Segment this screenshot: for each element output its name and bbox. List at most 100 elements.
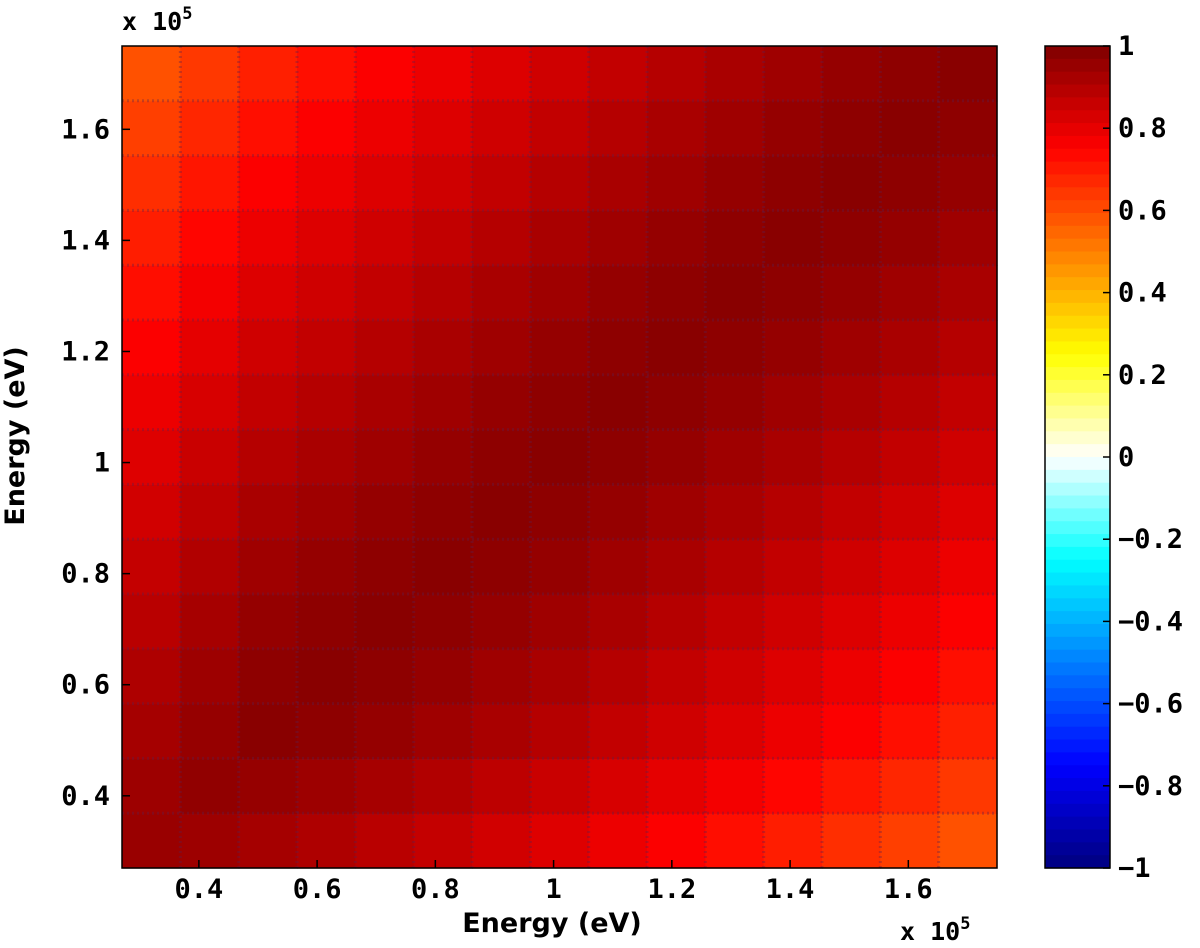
colorbar-segment — [1045, 469, 1110, 484]
heatmap-cell — [938, 703, 998, 759]
heatmap-cell — [472, 429, 531, 485]
heatmap-cell — [763, 374, 823, 431]
heatmap-cell — [238, 265, 298, 321]
heatmap-cell — [822, 155, 881, 211]
heatmap-cell — [705, 320, 765, 376]
heatmap-cell — [472, 648, 531, 705]
heatmap-cell — [355, 484, 415, 540]
heatmap-cell — [297, 648, 356, 705]
heatmap-cell — [472, 155, 531, 211]
heatmap-cell — [355, 210, 415, 266]
heatmap-cell — [180, 265, 240, 321]
heatmap-cell — [822, 813, 881, 869]
heatmap-cell — [938, 320, 998, 376]
colorbar-segment — [1045, 302, 1110, 317]
colorbar-tick-label: −0.2 — [1118, 524, 1183, 555]
heatmap-cell — [763, 46, 823, 102]
y-tick-label: 1 — [94, 448, 110, 479]
heatmap-cell — [530, 46, 590, 102]
heatmap-cell — [705, 429, 765, 485]
heatmap-cell — [180, 703, 240, 759]
heatmap-cell — [588, 100, 648, 157]
heatmap-cell — [705, 813, 765, 869]
heatmap-cell — [705, 539, 765, 595]
heatmap-cell — [763, 320, 823, 376]
heatmap-cell — [297, 210, 356, 266]
heatmap-cell — [938, 155, 998, 211]
heatmap-cell — [238, 648, 298, 705]
heatmap-cell — [238, 155, 298, 211]
heatmap-cell — [880, 210, 940, 266]
heatmap-cell — [705, 46, 765, 102]
heatmap-cell — [180, 648, 240, 705]
heatmap-cell — [763, 758, 823, 814]
heatmap-cell — [647, 210, 706, 266]
heatmap-cell — [822, 539, 881, 595]
colorbar-segment — [1045, 200, 1110, 214]
heatmap-cell — [297, 813, 356, 869]
heatmap-cell — [938, 594, 998, 650]
heatmap-cell — [647, 374, 706, 431]
colorbar-tick-label: −1 — [1118, 853, 1151, 884]
heatmap-cell — [180, 46, 240, 102]
colorbar-tick-label: −0.4 — [1118, 606, 1183, 637]
heatmap-cell — [180, 758, 240, 814]
heatmap-cell — [822, 46, 881, 102]
heatmap-cell — [938, 46, 998, 102]
colorbar-ticks: 1 0.8 0.6 0.4 0.2 0 −0.2 −0.4 −0.6 −0.8 −1 — [1103, 31, 1183, 884]
heatmap-cell — [938, 648, 998, 705]
heatmap-cell — [938, 210, 998, 266]
colorbar-segment — [1045, 84, 1110, 98]
heatmap-cell — [122, 758, 181, 814]
heatmap-cell — [238, 320, 298, 376]
heatmap-cell — [705, 374, 765, 431]
colorbar-tick-label: 0.8 — [1118, 113, 1167, 144]
heatmap-cell — [122, 484, 181, 540]
heatmap-cell — [297, 539, 356, 595]
colorbar-segment — [1045, 354, 1110, 368]
colorbar-segment — [1045, 277, 1110, 291]
heatmap-cell — [238, 429, 298, 485]
heatmap-cell — [938, 484, 998, 540]
heatmap-cell — [880, 155, 940, 211]
heatmap-cell — [822, 703, 881, 759]
colorbar-segment — [1045, 649, 1110, 664]
heatmap-cell — [647, 320, 706, 376]
heatmap-cell — [647, 539, 706, 595]
heatmap-cell — [472, 320, 531, 376]
colorbar-segment — [1045, 726, 1110, 741]
heatmap-cell — [763, 155, 823, 211]
heatmap-cell — [413, 813, 473, 869]
heatmap-cell — [822, 429, 881, 485]
heatmap-cell — [413, 758, 473, 814]
heatmap-cell — [530, 210, 590, 266]
y-tick-label: 1.4 — [61, 225, 110, 256]
heatmap-cell — [763, 265, 823, 321]
y-tick-label: 0.8 — [61, 559, 110, 590]
heatmap-cell — [180, 484, 240, 540]
heatmap-cell — [413, 155, 473, 211]
heatmap-cell — [355, 46, 415, 102]
heatmap-cell — [180, 539, 240, 595]
heatmap-cell — [938, 758, 998, 814]
heatmap-cell — [122, 429, 181, 485]
heatmap-cell — [530, 703, 590, 759]
heatmap-cell — [763, 648, 823, 705]
heatmap-cell — [413, 648, 473, 705]
heatmap-cell — [705, 594, 765, 650]
x-tick-label: 0.4 — [174, 874, 223, 905]
heatmap-cell — [238, 46, 298, 102]
colorbar-tick-label: 0.4 — [1118, 278, 1167, 309]
heatmap-cell — [822, 210, 881, 266]
heatmap-cell — [880, 100, 940, 157]
x-axis-label: Energy (eV) — [462, 908, 642, 939]
heatmap-cell — [238, 703, 298, 759]
heatmap-cell — [880, 265, 940, 321]
colorbar-tick-label: 0 — [1118, 442, 1134, 473]
heatmap-cell — [705, 484, 765, 540]
heatmap-cell — [122, 320, 181, 376]
heatmap-cell — [297, 46, 356, 102]
colorbar-segment — [1045, 58, 1110, 73]
heatmap-cell — [647, 265, 706, 321]
heatmap-cell — [880, 813, 940, 869]
